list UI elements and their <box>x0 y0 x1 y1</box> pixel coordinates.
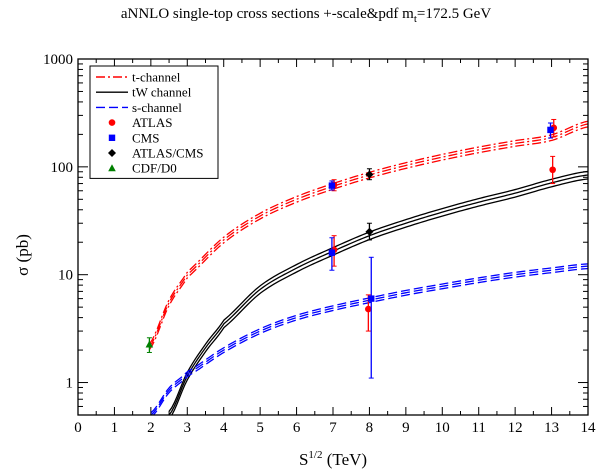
data-point <box>145 340 154 348</box>
data-point <box>365 305 372 313</box>
x-tick-label: 14 <box>581 420 597 436</box>
x-tick-label: 10 <box>435 420 450 436</box>
data-point <box>547 126 554 134</box>
data-point <box>368 295 375 302</box>
legend-entry-s-channel: s-channel <box>96 100 182 115</box>
measurement-cdf-d0 <box>145 337 154 353</box>
x-tick-label: 9 <box>402 420 410 436</box>
legend-entry-tw-channel: tW channel <box>96 85 192 100</box>
measurement-atlas <box>549 155 556 185</box>
measurement-cms <box>368 256 375 379</box>
curve-tw-channel-lower <box>171 178 588 415</box>
x-tick-label: 11 <box>471 420 485 436</box>
chart-title: aNNLO single-top cross sections +-scale&… <box>0 6 612 25</box>
x-tick-label: 5 <box>256 420 264 436</box>
data-point <box>365 227 374 236</box>
chart-title-mt-subscript: t <box>413 13 417 25</box>
data-point <box>328 182 336 189</box>
x-tick-label: 1 <box>111 420 119 436</box>
legend-entry-cdf-d0: CDF/D0 <box>108 161 177 176</box>
legend-entry-t-channel: t-channel <box>96 70 181 85</box>
curve-s-channel-lower <box>152 267 588 415</box>
x-tick-label: 6 <box>293 420 301 436</box>
data-point <box>549 166 556 174</box>
legend-entry-atlas-cms: ATLAS/CMS <box>108 146 204 161</box>
legend-entry-atlas: ATLAS <box>108 115 172 130</box>
measurement-cms <box>328 237 336 271</box>
x-tick-label: 7 <box>329 420 337 436</box>
chart-title-text: aNNLO single-top cross sections +-scale&… <box>120 6 414 22</box>
x-axis-label-main: S <box>299 450 308 469</box>
curve-s-channel-central <box>150 265 588 415</box>
y-tick-label: 100 <box>51 160 74 176</box>
x-tick-label: 8 <box>366 420 374 436</box>
measurement-cms <box>328 180 336 191</box>
points-layer <box>145 118 558 379</box>
legend-label: tW channel <box>132 85 192 100</box>
legend-label: ATLAS <box>132 115 172 130</box>
legend-label: CDF/D0 <box>132 161 177 176</box>
x-tick-label: 12 <box>508 420 523 436</box>
x-tick-label: 2 <box>147 420 155 436</box>
measurement-atlas-cms <box>365 168 374 181</box>
measurement-atlas-cms <box>365 222 374 241</box>
x-tick-label: 0 <box>74 420 82 436</box>
measurement-cms <box>547 122 554 139</box>
x-tick-label: 3 <box>184 420 192 436</box>
y-tick-label: 10 <box>58 268 73 284</box>
legend-label: s-channel <box>132 100 182 115</box>
y-axis-label: σ (pb) <box>13 234 32 276</box>
x-tick-label: 13 <box>544 420 559 436</box>
curve-t-channel-lower <box>148 126 588 350</box>
curve-tw-channel-upper <box>168 170 588 412</box>
x-axis-label-sup: 1/2 <box>308 449 322 461</box>
chart-title-tail: =172.5 GeV <box>416 6 492 22</box>
data-point <box>328 249 336 256</box>
x-axis-label-unit: (TeV) <box>322 450 367 469</box>
legend-marker-swatch <box>108 134 116 141</box>
legend-label: ATLAS/CMS <box>132 146 204 161</box>
legend-label: CMS <box>132 130 159 145</box>
legend-marker-swatch <box>108 119 116 126</box>
x-axis-label: S1/2 (TeV) <box>299 449 367 469</box>
legend-label: t-channel <box>132 70 181 85</box>
legend-entry-cms: CMS <box>108 130 159 145</box>
legend-marker-swatch <box>108 149 116 157</box>
data-point <box>365 170 374 179</box>
legend-marker-swatch <box>108 164 116 172</box>
curve-tw-channel-central <box>168 174 588 415</box>
y-tick-label: 1 <box>66 376 74 392</box>
x-tick-label: 4 <box>220 420 228 436</box>
y-tick-label: 1000 <box>43 52 73 68</box>
